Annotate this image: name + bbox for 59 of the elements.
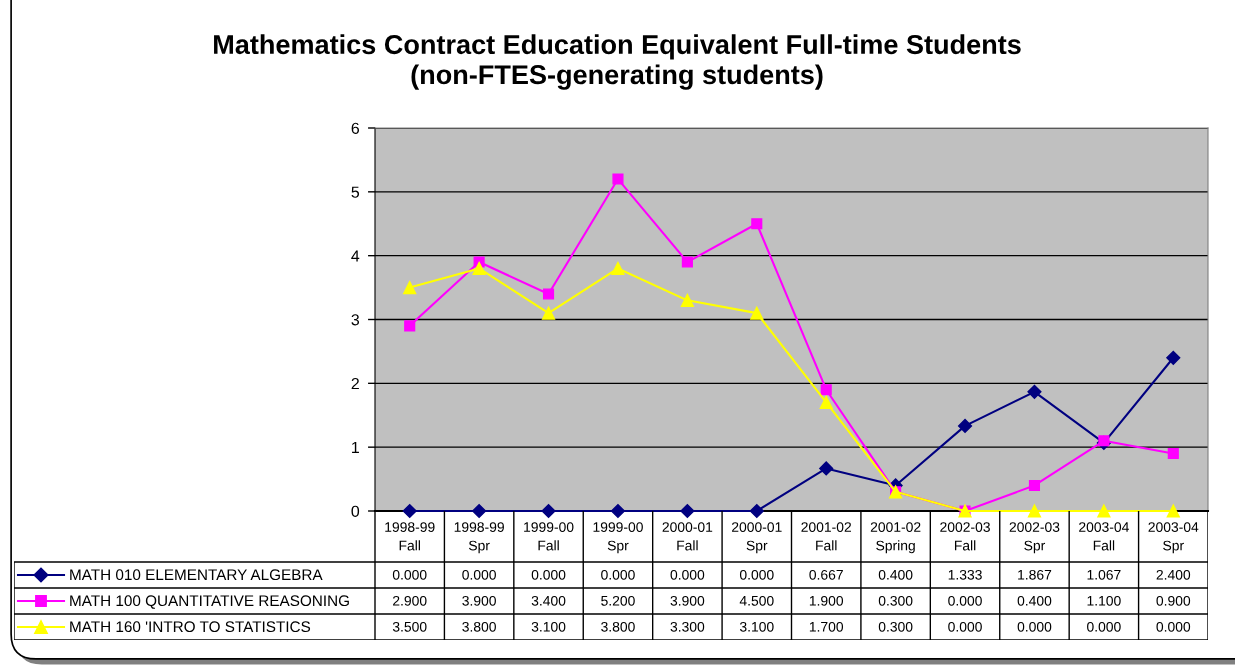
- y-tick-label: 1: [352, 441, 359, 453]
- data-label: 3.800: [601, 621, 635, 632]
- data-label: 0.000: [1017, 621, 1052, 632]
- data-label: 1.067: [1087, 569, 1121, 580]
- x-tick-label: 2001-02 Spring: [870, 522, 921, 554]
- data-label: 1.700: [809, 621, 844, 632]
- data-label: 0.667: [809, 569, 843, 580]
- data-label: 0.300: [878, 621, 913, 632]
- data-label: 2.400: [1156, 569, 1191, 580]
- data-label: 0.000: [1156, 621, 1191, 632]
- data-label: 0.000: [948, 621, 982, 632]
- data-label: 3.900: [670, 595, 705, 606]
- legend-label: MATH 160 'INTRO TO STATISTICS: [70, 621, 311, 633]
- data-label: 0.400: [878, 569, 913, 580]
- data-label: 0.000: [948, 595, 982, 606]
- data-label: 5.200: [601, 595, 635, 606]
- data-label: 0.000: [531, 569, 566, 580]
- data-label: 3.800: [462, 621, 496, 632]
- data-label: 0.000: [1087, 621, 1121, 632]
- y-tick-label: 6: [351, 122, 360, 134]
- data-label: 1.333: [948, 569, 982, 580]
- data-label: 4.500: [739, 595, 774, 606]
- x-tick-label: 1999-00 Fall: [524, 522, 574, 551]
- legend-label: MATH 100 QUANTITATIVE REASONING: [70, 595, 349, 609]
- data-label: 3.300: [670, 621, 705, 632]
- data-label: 2.900: [393, 595, 427, 606]
- data-label: 1.100: [1087, 595, 1121, 606]
- data-label: 1.867: [1018, 569, 1052, 580]
- x-tick-label: 2002-03 Fall: [940, 522, 990, 551]
- data-label: 3.500: [392, 621, 427, 632]
- x-tick-label: 1998-99 Fall: [385, 522, 435, 551]
- chart-title: Mathematics Contract Education Equivalent Full-time Students (non-FTES-generating students): [214, 34, 1021, 90]
- y-tick-label: 3: [351, 314, 360, 326]
- x-tick-label: 2002-03 Spr: [1009, 522, 1060, 554]
- data-label: 3.900: [462, 595, 496, 606]
- data-label: 1.900: [809, 595, 844, 606]
- x-tick-label: 1999-00 Spr: [593, 522, 643, 554]
- x-tick-label: 2000-01 Fall: [662, 522, 713, 551]
- x-tick-label: 1998-99 Spr: [454, 522, 504, 554]
- y-tick-label: 4: [351, 250, 360, 262]
- x-tick-label: 2001-02 Fall: [801, 522, 851, 551]
- y-tick-label: 2: [351, 377, 359, 390]
- data-label: 0.400: [1017, 595, 1052, 606]
- y-tick-label: 0: [351, 505, 360, 517]
- data-label: 3.100: [739, 621, 774, 632]
- data-label: 0.000: [392, 569, 427, 580]
- data-label: 0.900: [1156, 595, 1191, 606]
- data-label: 3.400: [531, 595, 566, 606]
- data-label: 0.000: [739, 569, 774, 580]
- x-tick-label: 2003-04 Fall: [1079, 522, 1129, 551]
- data-label: 0.000: [462, 569, 496, 580]
- legend-label: MATH 010 ELEMENTARY ALGEBRA: [70, 569, 323, 581]
- x-tick-label: 2003-04 Spr: [1148, 522, 1199, 554]
- data-label: 3.100: [531, 621, 566, 632]
- y-tick-label: 5: [351, 186, 360, 198]
- x-tick-label: 2000-01 Spr: [732, 522, 782, 554]
- data-label: 0.000: [670, 569, 705, 580]
- data-label: 0.300: [878, 595, 913, 606]
- data-label: 0.000: [601, 569, 635, 580]
